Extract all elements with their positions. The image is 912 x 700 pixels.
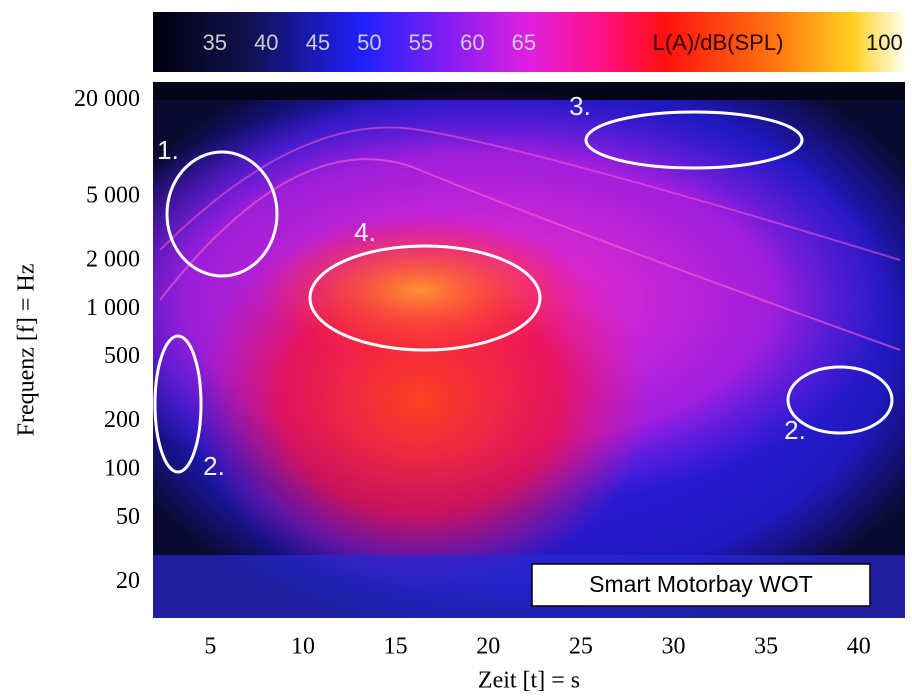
colorbar-tick-label: 55	[409, 30, 433, 55]
x-tick-label: 30	[661, 634, 685, 660]
y-tick-label: 100	[104, 456, 140, 482]
annotation-ellipse	[165, 150, 279, 278]
y-tick-label: 50	[116, 504, 140, 530]
legend-text: Smart Motorbay WOT	[589, 571, 813, 597]
annotation-label: 2.	[784, 415, 806, 445]
annotation-label: 3.	[569, 91, 591, 121]
colorbar-tick-label: 40	[254, 30, 278, 55]
colorbar-tick-label: 100	[866, 30, 903, 55]
y-tick-label: 20	[116, 568, 140, 594]
colorbar-tick-label: 45	[306, 30, 330, 55]
y-tick-label: 500	[104, 343, 140, 369]
y-tick-label: 2 000	[86, 246, 140, 272]
colorbar	[153, 12, 905, 72]
harmonic	[159, 158, 901, 351]
annotation-ellipse	[308, 244, 542, 352]
colorbar-tick-label: 35	[203, 30, 227, 55]
annotation-ellipse	[153, 334, 203, 474]
colorbar-tick-label: 65	[512, 30, 536, 55]
spectrogram	[153, 82, 905, 618]
legend-box	[531, 563, 871, 607]
annotation-label: 1.	[157, 135, 179, 165]
y-tick-label: 200	[104, 407, 140, 433]
x-tick-label: 40	[847, 634, 871, 660]
y-tick-label: 5 000	[86, 183, 140, 209]
y-tick-label: 20 000	[74, 86, 140, 112]
x-tick-label: 20	[476, 634, 500, 660]
harmonic	[159, 126, 901, 261]
x-tick-label: 5	[204, 634, 216, 660]
x-axis-title: Zeit [t] = s	[478, 668, 580, 694]
colorbar-tick-label: 50	[357, 30, 381, 55]
x-tick-label: 25	[569, 634, 593, 660]
annotation-label: 4.	[354, 217, 376, 247]
y-tick-label: 1 000	[86, 295, 140, 321]
colorbar-label: L(A)/dB(SPL)	[653, 30, 784, 55]
annotation-label: 2.	[203, 451, 225, 481]
x-tick-label: 10	[291, 634, 315, 660]
annotation-ellipse	[584, 110, 804, 170]
y-axis-title: Frequenz [f] = Hz	[14, 264, 40, 437]
annotation-ellipses	[153, 110, 894, 474]
annotation-ellipse	[786, 365, 894, 435]
spectrogram-orange	[260, 220, 580, 360]
colorbar-tick-label: 60	[460, 30, 484, 55]
x-tick-label: 15	[384, 634, 408, 660]
x-tick-label: 35	[754, 634, 778, 660]
